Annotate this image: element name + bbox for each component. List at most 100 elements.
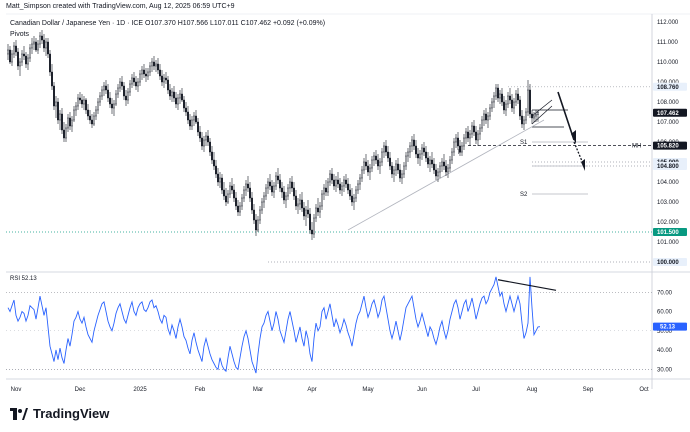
candle-body [411, 139, 413, 147]
candle-body [125, 95, 127, 101]
candle [503, 96, 505, 114]
candle [245, 180, 247, 196]
candle-body [271, 185, 273, 193]
candle [437, 168, 439, 182]
time-tick-label: Jul [472, 387, 480, 393]
candle [455, 134, 457, 148]
candle-body [443, 161, 445, 167]
candle-body [429, 159, 431, 165]
candle [391, 162, 393, 178]
time-tick-label: Sep [583, 387, 594, 393]
candle [247, 176, 249, 192]
candle-body [351, 195, 353, 203]
candle-body [175, 97, 177, 105]
candle-body [475, 131, 477, 141]
candle-body [301, 199, 303, 209]
candle [277, 168, 279, 184]
rsi-tick-label: 70.00 [657, 290, 673, 296]
candle [105, 80, 107, 94]
candle-body [307, 209, 309, 215]
candle [487, 112, 489, 128]
candle-body [123, 85, 125, 97]
candle-body [39, 35, 41, 45]
candle-body [309, 213, 311, 231]
candle-body [181, 93, 183, 101]
candle [63, 122, 65, 142]
candle [319, 202, 321, 218]
candle-body [367, 165, 369, 173]
candle [383, 142, 385, 158]
candle [421, 144, 423, 160]
candle [325, 180, 327, 196]
candle [75, 102, 77, 116]
candle [111, 98, 113, 114]
candle [271, 180, 273, 196]
candle-body [313, 217, 315, 235]
candle [219, 172, 221, 188]
candle [53, 82, 55, 110]
candle [509, 88, 511, 104]
candle [127, 88, 129, 104]
candle [527, 80, 529, 116]
candle [221, 174, 223, 194]
candle [163, 74, 165, 88]
candle-body [479, 127, 481, 135]
price-badge [653, 258, 687, 266]
candle-body [79, 97, 81, 101]
candle [531, 110, 533, 124]
candle [251, 192, 253, 214]
candle [379, 158, 381, 174]
candle [387, 146, 389, 162]
candle-body [99, 95, 101, 103]
pivot-label: MH [632, 144, 641, 150]
candle-body [447, 167, 449, 173]
candle [145, 68, 147, 82]
candle [239, 202, 241, 216]
candle [479, 124, 481, 140]
candle-body [375, 155, 377, 161]
candle [97, 98, 99, 114]
candle-body [515, 93, 517, 103]
candle-body [187, 111, 189, 121]
candle [201, 132, 203, 150]
candle-body [59, 113, 61, 121]
wedge-lower [531, 105, 553, 125]
candle [29, 44, 31, 62]
candle-body [19, 61, 21, 67]
candle [85, 98, 87, 114]
candle [345, 174, 347, 188]
candle-body [237, 205, 239, 213]
candle-body [177, 97, 179, 105]
candle-body [63, 129, 65, 139]
candle-body [81, 99, 83, 105]
candle [81, 94, 83, 108]
candle [307, 200, 309, 218]
candle [489, 104, 491, 120]
candle [403, 162, 405, 178]
candle-body [461, 145, 463, 153]
candle [47, 38, 49, 58]
candle-body [135, 81, 137, 87]
candle [393, 166, 395, 182]
candle [301, 192, 303, 212]
candle [231, 178, 233, 194]
candle [433, 158, 435, 174]
time-tick-label: May [362, 387, 373, 393]
candle [119, 78, 121, 92]
candle-body [139, 73, 141, 83]
candle-body [221, 177, 223, 191]
candle [229, 182, 231, 198]
candle-body [409, 145, 411, 153]
candle [431, 152, 433, 168]
candle-body [131, 77, 133, 85]
candle-body [259, 209, 261, 221]
candle [321, 190, 323, 210]
candle-body [279, 179, 281, 189]
candle [343, 176, 345, 192]
tradingview-logo: TradingView [10, 406, 109, 421]
candle-body [111, 103, 113, 109]
rsi-tick-label: 30.00 [657, 367, 673, 373]
candle-body [31, 43, 33, 49]
candle-body [199, 131, 201, 139]
